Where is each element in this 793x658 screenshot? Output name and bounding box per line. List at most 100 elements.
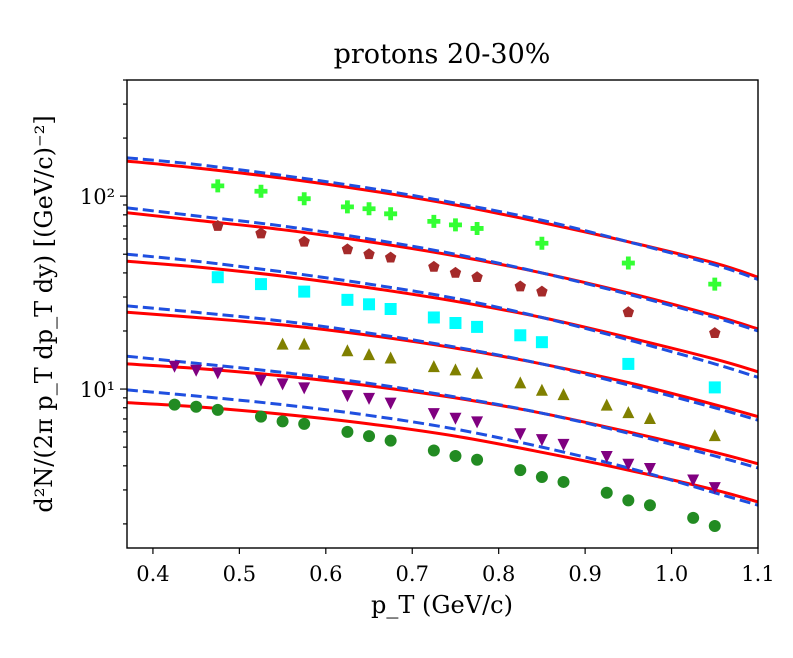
data-4-point bbox=[600, 398, 613, 411]
y-tick-label: 10² bbox=[80, 185, 115, 209]
data-6-point bbox=[298, 417, 311, 430]
marker-layer bbox=[168, 179, 722, 533]
data-4-point bbox=[427, 360, 440, 373]
x-tick-label: 0.9 bbox=[568, 562, 601, 586]
data-2-point bbox=[341, 243, 354, 255]
data-5-point bbox=[363, 392, 376, 405]
data-3-point bbox=[622, 357, 635, 370]
model-3-line bbox=[127, 211, 758, 331]
data-1-point bbox=[384, 207, 398, 221]
data-1-point bbox=[297, 192, 311, 206]
data-3-point bbox=[341, 293, 354, 306]
data-6-point bbox=[643, 499, 656, 512]
x-tick-labels: 0.4 0.5 0.6 0.7 0.8 0.9 1.0 1.1 bbox=[136, 562, 774, 586]
data-6-point bbox=[622, 494, 635, 507]
data-6-point bbox=[254, 410, 267, 423]
model-4-line bbox=[127, 206, 758, 333]
data-3-point bbox=[535, 336, 548, 349]
data-5-point bbox=[600, 450, 613, 463]
data-5-point bbox=[514, 428, 527, 441]
y-axis-label: d²N/(2π p_T dp_T dy) [(GeV/c)⁻²] bbox=[30, 115, 58, 512]
model-2-line bbox=[127, 156, 758, 281]
data-5-point bbox=[190, 364, 203, 377]
data-3-point bbox=[471, 320, 484, 333]
data-2-point bbox=[514, 280, 526, 292]
x-axis-label: p_T (GeV/c) bbox=[371, 591, 513, 619]
data-5-point bbox=[643, 462, 656, 475]
data-2-point bbox=[622, 306, 635, 318]
data-5-point bbox=[427, 408, 440, 421]
data-4-point bbox=[298, 337, 311, 350]
data-3-point bbox=[363, 298, 376, 311]
data-5-point bbox=[687, 474, 700, 487]
data-4-point bbox=[384, 351, 397, 364]
data-3-point bbox=[254, 278, 267, 291]
data-6-point bbox=[190, 400, 203, 413]
data-1-point bbox=[621, 256, 635, 270]
chart-title: protons 20-30% bbox=[334, 39, 551, 70]
data-5-point bbox=[276, 378, 289, 391]
data-5-point bbox=[557, 438, 570, 451]
data-2-point bbox=[709, 327, 721, 338]
data-6-point bbox=[471, 453, 484, 466]
data-1-point bbox=[708, 277, 722, 291]
data-6-point bbox=[276, 415, 289, 428]
data-4-point bbox=[514, 376, 527, 389]
model-12-line bbox=[127, 388, 758, 507]
data-4-point bbox=[535, 383, 548, 396]
data-1-point bbox=[448, 218, 462, 232]
data-2-point bbox=[363, 248, 375, 260]
data-2-point bbox=[471, 271, 483, 283]
x-tick-label: 0.8 bbox=[482, 562, 515, 586]
data-5-point bbox=[449, 412, 462, 425]
data-1-point bbox=[340, 200, 354, 214]
data-5-point bbox=[341, 390, 354, 403]
model-8-line bbox=[127, 304, 758, 422]
data-6-point bbox=[168, 398, 181, 411]
data-1-point bbox=[254, 184, 268, 198]
data-2-point bbox=[212, 220, 224, 231]
data-6-point bbox=[363, 430, 376, 443]
data-1-point bbox=[362, 202, 376, 216]
data-4-point bbox=[341, 344, 354, 357]
model-5-line bbox=[127, 259, 758, 374]
model-6-line bbox=[127, 252, 758, 379]
data-2-point bbox=[449, 266, 462, 278]
data-4-point bbox=[557, 388, 570, 401]
plot-frame bbox=[126, 79, 759, 549]
model-10-line bbox=[127, 354, 758, 470]
model-9-line bbox=[127, 362, 758, 466]
data-5-point bbox=[298, 382, 311, 395]
data-4-point bbox=[708, 429, 721, 442]
data-3-point bbox=[298, 285, 311, 298]
data-5-point bbox=[254, 374, 267, 387]
data-1-point bbox=[535, 236, 549, 250]
x-tick-label: 0.7 bbox=[396, 562, 429, 586]
data-1-point bbox=[211, 179, 225, 193]
data-6-point bbox=[211, 403, 224, 416]
data-5-point bbox=[384, 397, 397, 410]
data-3-point bbox=[427, 311, 440, 324]
x-tick-label: 0.5 bbox=[223, 562, 256, 586]
data-6-point bbox=[384, 434, 397, 447]
x-tick-label: 1.1 bbox=[741, 562, 774, 586]
data-5-point bbox=[471, 416, 484, 429]
data-6-point bbox=[341, 425, 354, 438]
model-7-line bbox=[127, 310, 758, 419]
y-tick-label: 10¹ bbox=[80, 378, 115, 402]
data-6-point bbox=[687, 511, 700, 524]
x-tick-label: 1.0 bbox=[655, 562, 688, 586]
data-3-point bbox=[384, 303, 397, 316]
data-5-point bbox=[168, 360, 181, 373]
data-2-point bbox=[255, 227, 267, 239]
data-3-point bbox=[211, 271, 224, 284]
data-5-point bbox=[211, 367, 224, 380]
data-5-point bbox=[708, 482, 721, 495]
data-2-point bbox=[384, 251, 397, 263]
data-2-point bbox=[298, 235, 310, 247]
data-3-point bbox=[708, 381, 721, 394]
data-6-point bbox=[557, 475, 570, 488]
data-4-point bbox=[643, 411, 656, 424]
